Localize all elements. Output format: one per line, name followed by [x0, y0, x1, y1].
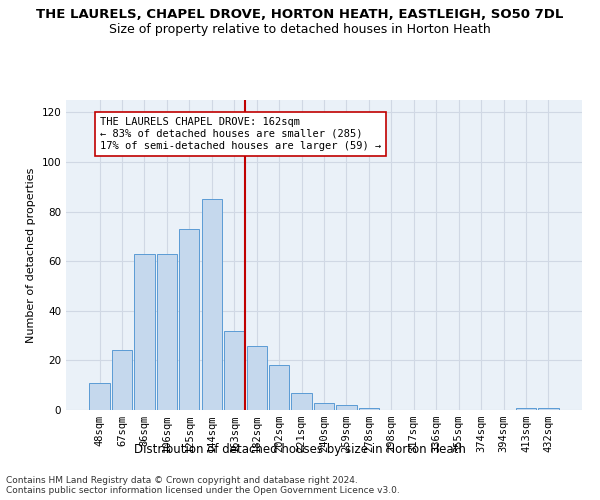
Bar	[224, 330, 244, 410]
Bar	[516, 408, 536, 410]
Text: Distribution of detached houses by size in Horton Heath: Distribution of detached houses by size …	[134, 442, 466, 456]
Bar	[202, 199, 222, 410]
Bar	[157, 254, 177, 410]
Text: Contains HM Land Registry data © Crown copyright and database right 2024.
Contai: Contains HM Land Registry data © Crown c…	[6, 476, 400, 495]
Bar	[337, 405, 356, 410]
Bar	[292, 392, 311, 410]
Text: Size of property relative to detached houses in Horton Heath: Size of property relative to detached ho…	[109, 22, 491, 36]
Bar	[112, 350, 132, 410]
Bar	[538, 408, 559, 410]
Bar	[134, 254, 155, 410]
Text: THE LAURELS CHAPEL DROVE: 162sqm
← 83% of detached houses are smaller (285)
17% : THE LAURELS CHAPEL DROVE: 162sqm ← 83% o…	[100, 118, 381, 150]
Text: THE LAURELS, CHAPEL DROVE, HORTON HEATH, EASTLEIGH, SO50 7DL: THE LAURELS, CHAPEL DROVE, HORTON HEATH,…	[37, 8, 563, 20]
Bar	[247, 346, 267, 410]
Bar	[314, 402, 334, 410]
Y-axis label: Number of detached properties: Number of detached properties	[26, 168, 36, 342]
Bar	[179, 229, 199, 410]
Bar	[269, 366, 289, 410]
Bar	[359, 408, 379, 410]
Bar	[89, 382, 110, 410]
